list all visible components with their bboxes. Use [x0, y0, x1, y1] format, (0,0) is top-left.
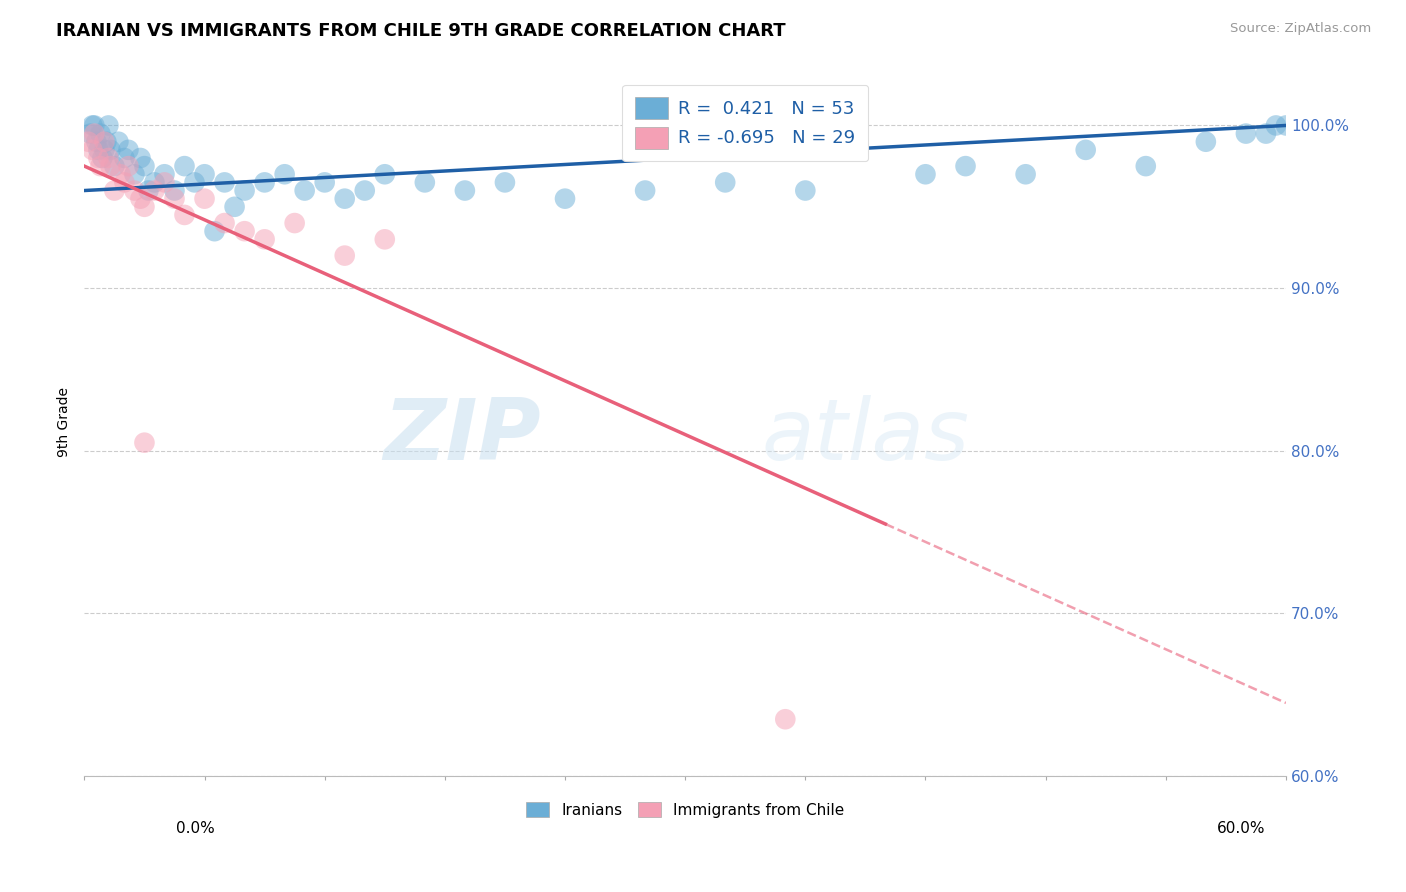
- Point: [204, 224, 226, 238]
- Point: [134, 159, 156, 173]
- Point: [107, 135, 129, 149]
- Point: [79, 127, 101, 141]
- Point: [93, 135, 115, 149]
- Point: [87, 151, 110, 165]
- Text: IRANIAN VS IMMIGRANTS FROM CHILE 9TH GRADE CORRELATION CHART: IRANIAN VS IMMIGRANTS FROM CHILE 9TH GRA…: [56, 22, 786, 40]
- Point: [374, 167, 396, 181]
- Point: [163, 192, 186, 206]
- Point: [333, 192, 356, 206]
- Point: [233, 184, 256, 198]
- Point: [253, 232, 276, 246]
- Point: [143, 175, 166, 189]
- Point: [173, 159, 195, 173]
- Point: [173, 208, 195, 222]
- Point: [93, 143, 115, 157]
- Point: [1234, 127, 1257, 141]
- Point: [714, 175, 737, 189]
- Point: [97, 119, 120, 133]
- Point: [153, 175, 176, 189]
- Point: [794, 184, 817, 198]
- Point: [183, 175, 205, 189]
- Point: [124, 167, 146, 181]
- Point: [454, 184, 477, 198]
- Point: [82, 143, 104, 157]
- Point: [1014, 167, 1036, 181]
- Point: [253, 175, 276, 189]
- Point: [1265, 119, 1288, 133]
- Point: [554, 192, 576, 206]
- Point: [83, 119, 105, 133]
- Point: [100, 143, 122, 157]
- Point: [193, 167, 215, 181]
- Point: [129, 151, 152, 165]
- Point: [89, 159, 111, 173]
- Point: [1074, 143, 1097, 157]
- Point: [1275, 119, 1298, 133]
- Point: [103, 159, 125, 173]
- Point: [91, 151, 114, 165]
- Point: [1135, 159, 1157, 173]
- Point: [955, 159, 977, 173]
- Point: [134, 435, 156, 450]
- Legend: Iranians, Immigrants from Chile: Iranians, Immigrants from Chile: [519, 794, 852, 825]
- Point: [87, 143, 110, 157]
- Text: atlas: atlas: [762, 395, 969, 478]
- Point: [634, 184, 657, 198]
- Point: [775, 712, 797, 726]
- Point: [83, 127, 105, 141]
- Point: [97, 151, 120, 165]
- Point: [86, 135, 108, 149]
- Text: 60.0%: 60.0%: [1218, 821, 1265, 836]
- Point: [134, 200, 156, 214]
- Point: [110, 167, 132, 181]
- Text: Source: ZipAtlas.com: Source: ZipAtlas.com: [1230, 22, 1371, 36]
- Point: [96, 135, 118, 149]
- Point: [214, 216, 236, 230]
- Point: [914, 167, 936, 181]
- Point: [224, 200, 246, 214]
- Text: ZIP: ZIP: [384, 395, 541, 478]
- Point: [89, 127, 111, 141]
- Point: [82, 119, 104, 133]
- Point: [124, 184, 146, 198]
- Point: [353, 184, 375, 198]
- Point: [117, 143, 139, 157]
- Point: [333, 249, 356, 263]
- Point: [284, 216, 307, 230]
- Point: [1254, 127, 1277, 141]
- Point: [100, 159, 122, 173]
- Point: [112, 175, 135, 189]
- Point: [233, 224, 256, 238]
- Point: [153, 167, 176, 181]
- Point: [117, 159, 139, 173]
- Point: [112, 151, 135, 165]
- Point: [273, 167, 295, 181]
- Point: [77, 135, 100, 149]
- Point: [163, 184, 186, 198]
- Point: [138, 184, 160, 198]
- Point: [314, 175, 336, 189]
- Point: [294, 184, 316, 198]
- Point: [1195, 135, 1218, 149]
- Y-axis label: 9th Grade: 9th Grade: [58, 387, 72, 458]
- Point: [214, 175, 236, 189]
- Point: [129, 192, 152, 206]
- Point: [143, 184, 166, 198]
- Text: 0.0%: 0.0%: [176, 821, 215, 836]
- Point: [193, 192, 215, 206]
- Point: [413, 175, 436, 189]
- Point: [103, 184, 125, 198]
- Point: [374, 232, 396, 246]
- Point: [494, 175, 516, 189]
